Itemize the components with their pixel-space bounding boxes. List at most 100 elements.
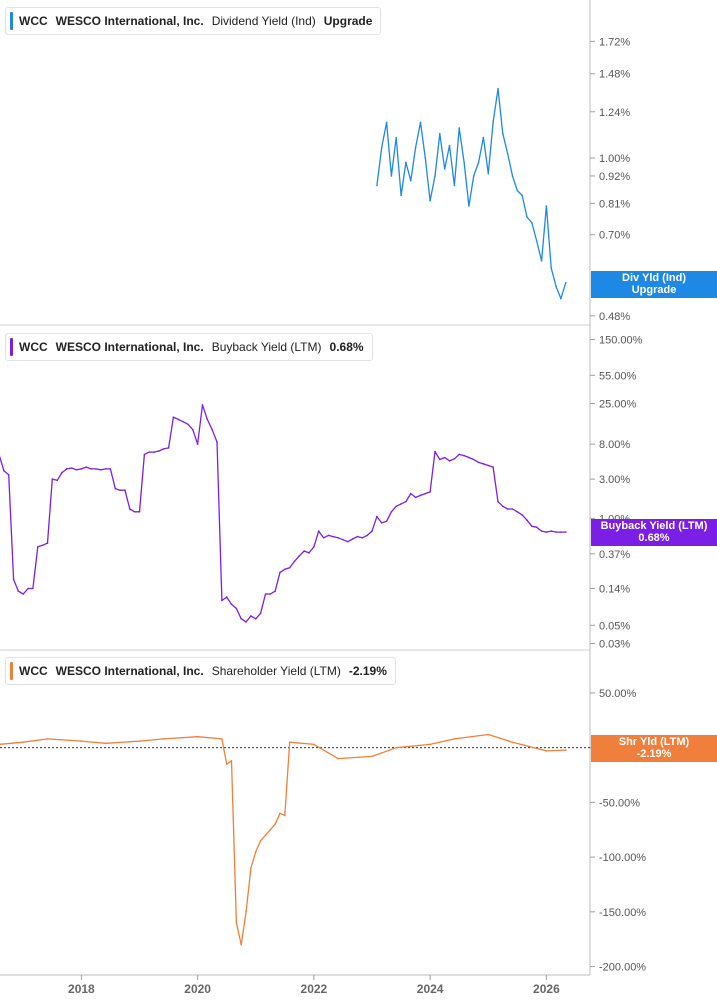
data-point [100,469,102,471]
legend-ticker: WCC [19,14,48,28]
data-point [429,199,431,202]
data-point [414,496,417,499]
data-point [279,812,281,815]
data-point [303,550,306,552]
data-point [7,473,10,476]
y-tick-label: 0.05% [599,620,630,632]
data-point [255,850,257,853]
legend-buyback-yield[interactable]: WCC WESCO International, Inc. Buyback Yi… [5,333,373,361]
y-tick-label: 0.70% [599,230,630,242]
data-point [109,468,112,470]
legend-value: -2.19% [348,664,387,678]
series-line [376,88,567,300]
series-layer [0,88,567,946]
data-point [80,740,83,742]
data-point [472,458,475,461]
data-point [245,621,247,623]
data-point [371,530,373,532]
data-point [434,175,436,177]
data-point [414,146,417,149]
y-tick-label: 50.00% [599,688,637,700]
legend-dividend-yield[interactable]: WCC WESCO International, Inc. Dividend Y… [5,7,382,35]
data-point [502,132,504,135]
last-value-tag-shareholder: Shr Yld (LTM) -2.19% [591,735,717,762]
data-point [477,161,480,164]
data-point [458,453,461,456]
data-point [429,743,431,746]
data-point [61,471,63,474]
data-point [472,175,475,177]
data-point [192,428,194,431]
data-point [221,738,223,740]
data-point [148,451,150,453]
data-point [487,172,490,175]
tick-label-layer: 1.72% 1.48% 1.24% 1.00% 0.92% 0.81% 0.70% 0.48%… [68,36,646,996]
data-point [347,540,349,543]
y-tick-label: -50.00% [599,797,640,809]
data-point [66,468,68,470]
data-point [419,494,422,497]
data-point [221,599,223,602]
data-point [453,738,456,740]
data-point [3,469,5,472]
data-point [521,514,523,516]
y-tick-label: 0.81% [599,198,630,210]
legend-swatch [10,662,13,680]
data-point [531,222,533,224]
data-point [279,571,281,574]
data-point [245,911,247,913]
data-point [468,205,470,207]
y-tick-label: 0.03% [599,638,630,650]
data-point [17,590,20,592]
data-point [511,741,514,743]
data-point [235,607,238,610]
legend-metric: Shareholder Yield (LTM) [211,664,341,678]
y-tick-label: 150.00% [599,335,643,347]
data-point [56,479,58,482]
data-point [269,593,272,595]
data-point [366,534,369,537]
data-point [313,743,315,746]
data-point [264,593,267,595]
data-point [540,530,543,532]
data-point [129,508,131,510]
legend-company: WESCO International, Inc. [55,14,204,28]
y-tick-label: 0.14% [599,584,630,596]
data-point [439,132,441,135]
y-tick-label: 55.00% [599,370,637,382]
data-point [395,746,398,749]
data-point [22,593,25,595]
data-point [80,468,83,470]
data-point [545,750,548,752]
data-point [380,522,383,524]
legend-swatch [10,12,13,30]
legend-value[interactable]: Upgrade [323,14,373,28]
data-point [550,267,552,269]
tag-label: Shr Yld (LTM) [618,736,690,748]
data-point [308,552,310,554]
data-point [453,458,456,460]
data-point [22,741,25,743]
data-point [75,469,78,471]
data-point [32,587,34,590]
y-tick-label: 0.92% [599,171,630,183]
data-point [506,153,509,155]
data-point [468,456,470,459]
data-point [284,814,286,817]
legend-ticker: WCC [19,664,48,678]
data-point [492,121,494,124]
data-point [124,489,126,492]
data-point [361,537,364,539]
y-tick-label: 1.00% [599,153,630,165]
data-point [463,454,465,457]
data-point [356,535,359,538]
data-point [560,531,562,533]
data-point [259,839,262,842]
legend-metric: Buyback Yield (LTM) [211,340,322,354]
data-point [424,492,427,495]
data-point [104,468,107,470]
legend-shareholder-yield[interactable]: WCC WESCO International, Inc. Shareholde… [5,657,396,685]
data-point [521,194,523,197]
tag-value: -2.19% [636,748,672,760]
data-point [201,404,204,406]
